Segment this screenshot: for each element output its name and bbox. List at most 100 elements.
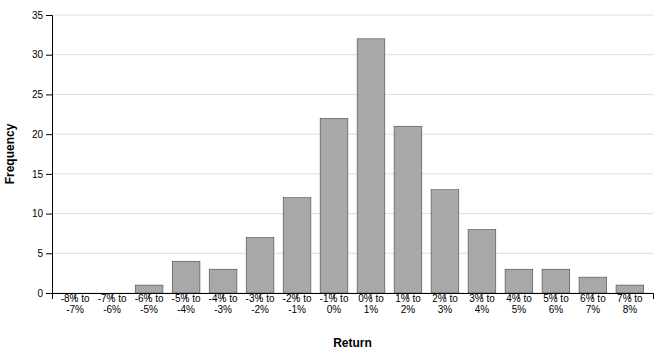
x-tick-label-line: -8% to — [61, 293, 90, 304]
x-tick: 1% to2% — [395, 293, 421, 315]
x-axis: -8% to-7% -7% to-6% -6% to-5% -5% to-4% -4% … — [53, 293, 654, 315]
x-tick: -6% to-5% — [135, 293, 164, 315]
grid-line — [52, 213, 653, 214]
x-tick-label-line: -4% to — [209, 293, 238, 304]
y-tick-mark — [46, 94, 52, 95]
grid-line — [52, 94, 653, 95]
y-tick-label: 15 — [32, 169, 44, 180]
x-tick-label-line: 2% — [401, 304, 416, 315]
bars — [135, 39, 644, 293]
x-tick-label-line: -4% — [177, 304, 195, 315]
x-tick-label-line: 0% — [327, 304, 342, 315]
chart: -8% to-7% -7% to-6% -6% to-5% -5% to-4% -4% … — [0, 0, 668, 355]
x-tick-label: 6% to7% — [580, 293, 606, 315]
x-tick-label-line: 1% — [364, 304, 379, 315]
grid — [52, 15, 653, 293]
bar — [431, 190, 459, 293]
x-tick-label: -2% to-1% — [283, 293, 312, 315]
x-tick-label: 1% to2% — [395, 293, 421, 315]
x-tick-label-line: 5% to — [543, 293, 569, 304]
x-tick-label: 5% to6% — [543, 293, 569, 315]
y-tick-label: 10 — [32, 208, 44, 219]
x-tick: 3% to4% — [469, 293, 495, 315]
x-tick-label-line: 7% — [586, 304, 601, 315]
x-tick-label-line: -7% — [66, 304, 84, 315]
y-tick-mark — [46, 15, 52, 16]
x-tick-label-line: 2% to — [432, 293, 458, 304]
x-tick-label-line: -3% — [214, 304, 232, 315]
bar — [172, 261, 200, 293]
y-tick-label: 5 — [37, 248, 43, 259]
x-tick-label-line: -7% to — [98, 293, 127, 304]
x-tick-label: -5% to-4% — [172, 293, 201, 315]
plot: -8% to-7% -7% to-6% -6% to-5% -5% to-4% -4% … — [32, 10, 654, 315]
x-tick-label-line: 4% — [475, 304, 490, 315]
y-tick-label: 20 — [32, 129, 44, 140]
bar — [394, 126, 422, 293]
x-tick-label: -6% to-5% — [135, 293, 164, 315]
y-tick-label: 35 — [32, 10, 44, 21]
x-tick: -1% to0% — [320, 293, 349, 315]
x-tick-label-line: 1% to — [395, 293, 421, 304]
x-tick: -2% to-1% — [283, 293, 312, 315]
y-axis-title: Frequency — [3, 123, 17, 184]
bar — [468, 229, 496, 293]
x-tick-label: -7% to-6% — [98, 293, 127, 315]
y-tick-label: 25 — [32, 89, 44, 100]
x-tick: 7% to8% — [617, 293, 643, 315]
x-tick-label: 0% to1% — [358, 293, 384, 315]
y-tick-label: 0 — [37, 288, 43, 299]
x-tick: 0% to1% — [358, 293, 384, 315]
y-tick-mark — [46, 55, 52, 56]
y-tick: 15 — [32, 169, 52, 180]
y-tick-mark — [46, 214, 52, 215]
y-tick: 35 — [32, 10, 52, 21]
y-tick-mark — [46, 293, 52, 294]
x-tick: 6% to7% — [580, 293, 606, 315]
y-tick: 10 — [32, 208, 52, 219]
x-tick-label-line: -6% to — [135, 293, 164, 304]
x-tick-label-line: -6% — [103, 304, 121, 315]
x-tick-label: -1% to0% — [320, 293, 349, 315]
bar — [135, 285, 163, 293]
x-tick: -8% to-7% — [61, 293, 90, 315]
x-tick-label: -8% to-7% — [61, 293, 90, 315]
x-tick-label-line: 7% to — [617, 293, 643, 304]
bar — [616, 285, 644, 293]
x-tick-label-line: -3% to — [246, 293, 275, 304]
y-tick: 5 — [37, 248, 52, 259]
bar — [542, 269, 570, 293]
y-tick-mark — [46, 134, 52, 135]
x-tick: -4% to-3% — [209, 293, 238, 315]
bar — [246, 237, 274, 293]
x-tick-label-line: 3% to — [469, 293, 495, 304]
x-tick-label-line: -1% — [288, 304, 306, 315]
x-tick-label-line: 3% — [438, 304, 453, 315]
x-tick-label-line: 6% to — [580, 293, 606, 304]
grid-line — [52, 134, 653, 135]
x-tick: -7% to-6% — [98, 293, 127, 315]
grid-line — [52, 15, 653, 16]
x-tick-label: 4% to5% — [506, 293, 532, 315]
grid-line — [52, 253, 653, 254]
x-tick-label-line: 8% — [623, 304, 638, 315]
x-tick: -5% to-4% — [172, 293, 201, 315]
x-tick-label-line: 6% — [549, 304, 564, 315]
y-tick-mark — [46, 253, 52, 254]
x-tick-label-line: -5% — [140, 304, 158, 315]
grid-line — [52, 54, 653, 55]
y-tick: 0 — [37, 288, 52, 299]
y-tick: 30 — [32, 49, 52, 60]
y-axis-line — [46, 16, 53, 294]
x-tick-label: -3% to-2% — [246, 293, 275, 315]
y-tick: 20 — [32, 129, 52, 140]
x-tick-label: 3% to4% — [469, 293, 495, 315]
x-tick-label: 2% to3% — [432, 293, 458, 315]
x-tick: -3% to-2% — [246, 293, 275, 315]
y-tick: 25 — [32, 89, 52, 100]
bar — [320, 118, 348, 293]
bar — [209, 269, 237, 293]
bar — [579, 277, 607, 293]
bar — [505, 269, 533, 293]
x-tick-label-line: -2% to — [283, 293, 312, 304]
